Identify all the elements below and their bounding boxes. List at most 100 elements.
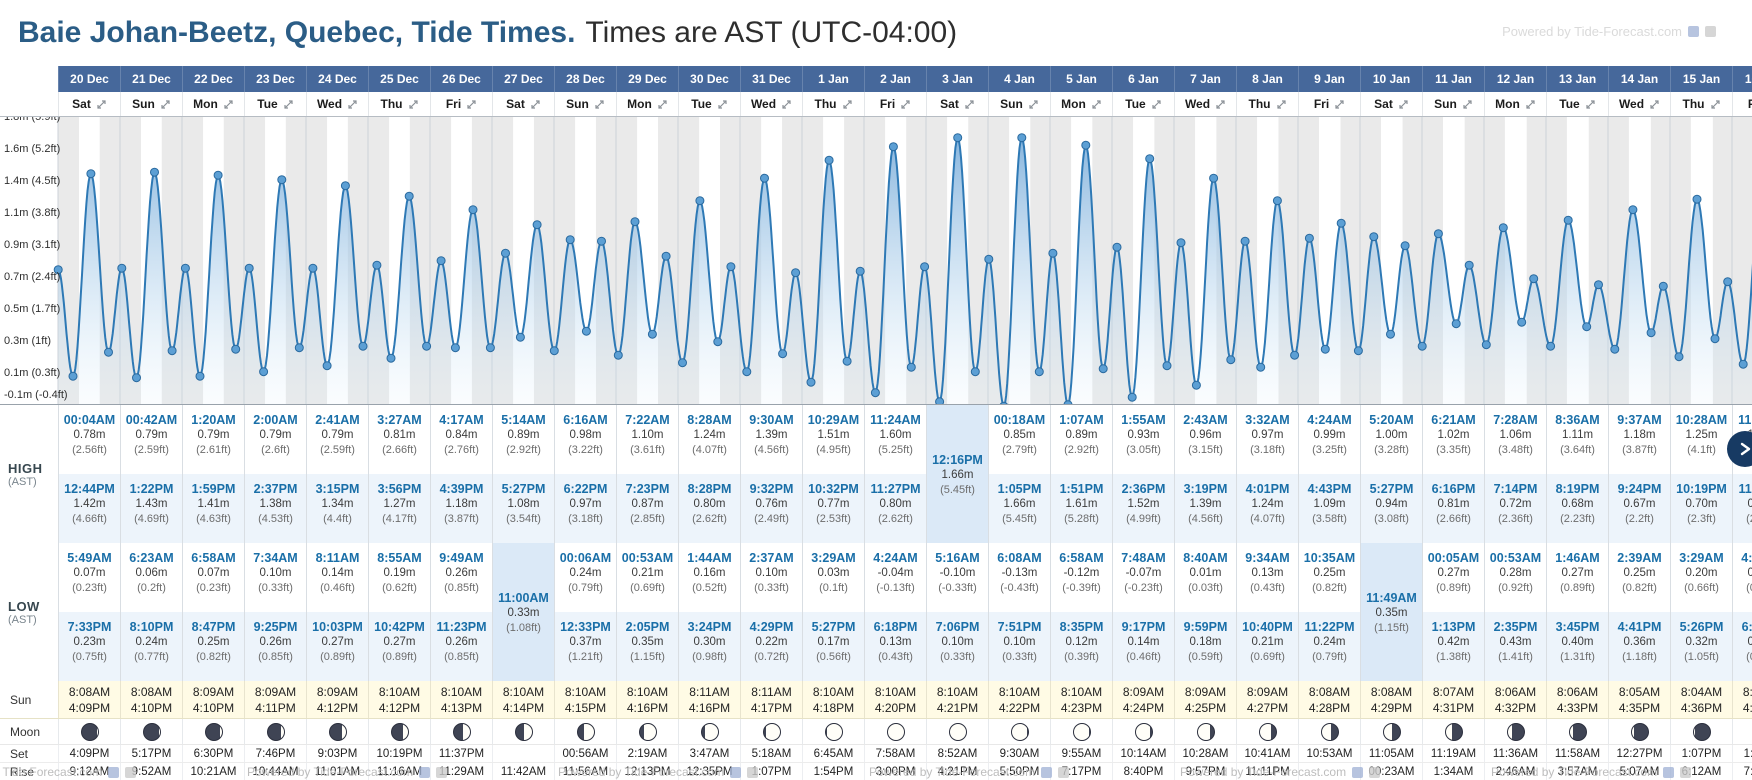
expand-day-icon[interactable] xyxy=(283,99,294,110)
moon-cell xyxy=(306,719,368,744)
low-height-ft: (1.15ft) xyxy=(1374,621,1409,634)
low-time: 3:29AM xyxy=(811,551,856,565)
moonrise-cell: 9:12AM xyxy=(58,763,120,780)
low-time: 6:09PM xyxy=(1741,620,1752,634)
low-cell: 8:11AM 0.14m (0.46ft) 10:03PM 0.27m (0.89ft) xyxy=(306,543,368,681)
moon-phase-icon xyxy=(514,722,533,741)
moon-lit-portion xyxy=(1011,723,1028,740)
high-time: 4:43PM xyxy=(1307,482,1352,496)
expand-day-icon[interactable] xyxy=(1462,99,1473,110)
low-time: 2:39AM xyxy=(1617,551,1662,565)
expand-day-icon[interactable] xyxy=(530,99,541,110)
high-height-ft: (5.25ft) xyxy=(878,444,913,456)
expand-day-icon[interactable] xyxy=(1215,99,1226,110)
high-height-m: 0.79m xyxy=(197,429,230,441)
tide-extreme-dot xyxy=(1582,322,1592,332)
expand-day-icon[interactable] xyxy=(408,99,419,110)
high-height-m: 0.94m xyxy=(1375,498,1408,510)
high-height-ft: (2.36ft) xyxy=(1498,513,1533,525)
high-height-m: 0.80m xyxy=(879,498,912,510)
moonset-cell: 11:19AM xyxy=(1422,745,1484,762)
expand-day-icon[interactable] xyxy=(466,99,477,110)
sunset-time: 4:25PM xyxy=(1184,700,1227,715)
expand-day-icon[interactable] xyxy=(1091,99,1102,110)
dow-cell: Fri xyxy=(1732,92,1752,116)
moonrise-cell: 4:21PM xyxy=(926,763,988,780)
low-cell: 3:29AM 0.20m (0.66ft) 5:26PM 0.32m (1.05ft) xyxy=(1670,543,1732,681)
low-entry: 1:46AM 0.27m (0.89ft) xyxy=(1547,543,1608,612)
expand-day-icon[interactable] xyxy=(900,99,911,110)
high-height-ft: (2.23ft) xyxy=(1560,513,1595,525)
high-height-m: 1.60m xyxy=(879,429,912,441)
expand-day-icon[interactable] xyxy=(781,99,792,110)
moon-lit-portion xyxy=(1631,723,1634,740)
low-entry: 9:49AM 0.26m (0.85ft) xyxy=(431,543,492,612)
moon-label: Moon xyxy=(0,719,58,744)
expand-day-icon[interactable] xyxy=(842,99,853,110)
expand-day-icon[interactable] xyxy=(1710,99,1721,110)
high-height-ft: (2.56ft) xyxy=(72,444,107,456)
expand-day-icon[interactable] xyxy=(1028,99,1039,110)
dow-cell: Sun xyxy=(120,92,182,116)
date-cell: 6 Jan xyxy=(1112,66,1174,92)
low-cell: 00:53AM 0.28m (0.92ft) 2:35PM 0.43m (1.41ft) xyxy=(1484,543,1546,681)
date-cell: 16 Jan xyxy=(1732,66,1752,92)
expand-day-icon[interactable] xyxy=(1151,99,1162,110)
high-height-ft: (3.28ft) xyxy=(1374,444,1409,456)
tide-extreme-dot xyxy=(1610,344,1620,354)
expand-day-icon[interactable] xyxy=(160,99,171,110)
next-page-button[interactable] xyxy=(1727,431,1752,467)
low-height-m: 0.24m xyxy=(569,567,602,579)
low-height-ft: (0.89ft) xyxy=(1436,582,1471,594)
expand-day-icon[interactable] xyxy=(964,99,975,110)
low-height-ft: (0.62ft) xyxy=(382,582,417,594)
sunset-time: 4:16PM xyxy=(688,700,731,715)
high-entry: 4:01PM 1.24m (4.07ft) xyxy=(1237,474,1298,543)
expand-day-icon[interactable] xyxy=(223,99,234,110)
expand-day-icon[interactable] xyxy=(1585,99,1596,110)
high-height-m: 0.70m xyxy=(1685,498,1718,510)
low-time: 6:18PM xyxy=(873,620,918,634)
moon-cell xyxy=(430,719,492,744)
low-height-ft: (0.79ft) xyxy=(568,582,603,594)
high-cell: 8:36AM 1.11m (3.64ft) 8:19PM 0.68m (2.23ft) xyxy=(1546,405,1608,543)
tide-extreme-dot xyxy=(372,260,382,270)
expand-day-icon[interactable] xyxy=(594,99,605,110)
expand-day-icon[interactable] xyxy=(1525,99,1536,110)
date-cell: 2 Jan xyxy=(864,66,926,92)
low-time: 4:24AM xyxy=(873,551,918,565)
tide-extreme-dot xyxy=(150,167,159,177)
expand-day-icon[interactable] xyxy=(96,99,107,110)
sunrise-time: 8:11AM xyxy=(689,684,730,699)
moonset-cell: 11:36AM xyxy=(1484,745,1546,762)
low-height-ft: (-0.43ft) xyxy=(1000,582,1039,594)
high-height-ft: (3.05ft) xyxy=(1126,444,1161,456)
sunrise-time: 8:10AM xyxy=(440,684,483,699)
expand-day-icon[interactable] xyxy=(347,99,358,110)
low-height-m: 0.37m xyxy=(569,636,602,648)
tide-extreme-dot xyxy=(68,371,78,381)
expand-day-icon[interactable] xyxy=(657,99,668,110)
moon-phase-icon xyxy=(1382,722,1401,741)
date-cell: 27 Dec xyxy=(492,66,554,92)
low-cell: 1:46AM 0.27m (0.89ft) 3:45PM 0.40m (1.31ft) xyxy=(1546,543,1608,681)
moonrise-cell: 1:54PM xyxy=(802,763,864,780)
low-height-m: 0.35m xyxy=(631,636,664,648)
sunrise-time: 8:10AM xyxy=(502,684,545,699)
expand-day-icon[interactable] xyxy=(1276,99,1287,110)
low-time: 7:33PM xyxy=(67,620,112,634)
expand-day-icon[interactable] xyxy=(1334,99,1345,110)
expand-day-icon[interactable] xyxy=(717,99,728,110)
tide-extreme-dot xyxy=(760,173,769,183)
expand-day-icon[interactable] xyxy=(1398,99,1409,110)
low-time: 11:23PM xyxy=(436,620,487,634)
tide-extreme-dot xyxy=(1226,355,1236,365)
sun-cell: 8:10AM 4:20PM xyxy=(864,681,926,718)
high-cell: 7:22AM 1.10m (3.61ft) 7:23PM 0.87m (2.85ft) xyxy=(616,405,678,543)
high-height-ft: (2.59ft) xyxy=(134,444,169,456)
date-cell: 21 Dec xyxy=(120,66,182,92)
low-height-m: 0.43m xyxy=(1499,636,1532,648)
expand-day-icon[interactable] xyxy=(1649,99,1660,110)
high-height-ft: (2.59ft) xyxy=(320,444,355,456)
y-axis-label: 1.4m (4.5ft) xyxy=(4,175,61,187)
